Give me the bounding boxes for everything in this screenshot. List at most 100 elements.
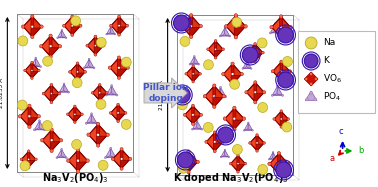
Text: PO$_4$: PO$_4$: [323, 91, 341, 103]
Circle shape: [74, 105, 76, 108]
Circle shape: [213, 150, 216, 153]
Circle shape: [177, 152, 193, 168]
Polygon shape: [107, 33, 115, 34]
Circle shape: [185, 73, 187, 75]
Circle shape: [67, 159, 70, 162]
Polygon shape: [251, 135, 263, 142]
Circle shape: [61, 29, 63, 31]
Circle shape: [222, 72, 225, 76]
Circle shape: [219, 94, 221, 96]
Circle shape: [244, 162, 247, 165]
Circle shape: [126, 24, 129, 27]
Circle shape: [240, 72, 243, 76]
Circle shape: [35, 57, 37, 59]
Polygon shape: [256, 46, 263, 59]
Polygon shape: [69, 115, 81, 122]
Polygon shape: [206, 134, 214, 149]
Polygon shape: [190, 63, 199, 64]
Circle shape: [246, 60, 248, 62]
Circle shape: [121, 57, 131, 67]
Circle shape: [251, 68, 252, 69]
Polygon shape: [197, 121, 202, 129]
Polygon shape: [258, 137, 264, 149]
Circle shape: [76, 148, 80, 151]
Polygon shape: [208, 143, 222, 151]
Circle shape: [33, 129, 35, 131]
Circle shape: [231, 62, 234, 65]
Polygon shape: [282, 113, 288, 125]
Circle shape: [229, 35, 231, 37]
Polygon shape: [192, 128, 202, 129]
Polygon shape: [35, 58, 41, 67]
Circle shape: [242, 47, 258, 63]
Polygon shape: [52, 38, 60, 54]
Circle shape: [111, 157, 115, 160]
Polygon shape: [64, 19, 71, 33]
Polygon shape: [101, 87, 107, 99]
Text: 21.8235 Å: 21.8235 Å: [0, 78, 4, 108]
Polygon shape: [106, 86, 112, 95]
Circle shape: [116, 94, 118, 96]
Polygon shape: [220, 87, 226, 97]
Circle shape: [263, 142, 265, 144]
Circle shape: [228, 156, 229, 158]
Circle shape: [277, 173, 280, 176]
Polygon shape: [270, 32, 281, 33]
Circle shape: [96, 122, 98, 124]
Polygon shape: [248, 44, 262, 51]
Circle shape: [109, 155, 111, 157]
Circle shape: [71, 15, 74, 18]
Polygon shape: [270, 23, 276, 33]
Polygon shape: [120, 60, 128, 76]
Circle shape: [200, 113, 203, 116]
Circle shape: [278, 72, 293, 88]
Polygon shape: [73, 19, 81, 33]
Circle shape: [189, 63, 191, 65]
Polygon shape: [194, 68, 200, 80]
Polygon shape: [65, 27, 79, 35]
Circle shape: [86, 159, 90, 162]
Circle shape: [183, 113, 186, 116]
Circle shape: [22, 25, 25, 28]
Circle shape: [83, 67, 85, 69]
Text: Na$_3$V$_2$(PO$_4$)$_3$: Na$_3$V$_2$(PO$_4$)$_3$: [42, 171, 108, 185]
Polygon shape: [107, 27, 111, 34]
Polygon shape: [305, 91, 317, 101]
Polygon shape: [282, 19, 291, 35]
Polygon shape: [275, 23, 281, 33]
Circle shape: [20, 161, 30, 171]
Circle shape: [60, 36, 62, 38]
Circle shape: [59, 139, 63, 142]
Circle shape: [109, 111, 112, 114]
Circle shape: [35, 158, 37, 161]
Polygon shape: [216, 88, 224, 104]
Polygon shape: [112, 27, 126, 35]
Polygon shape: [185, 108, 192, 122]
Polygon shape: [269, 152, 273, 159]
Circle shape: [288, 70, 291, 73]
Polygon shape: [84, 67, 94, 68]
Polygon shape: [194, 56, 199, 64]
Polygon shape: [31, 65, 41, 67]
Polygon shape: [112, 105, 124, 112]
Polygon shape: [43, 87, 50, 100]
Circle shape: [178, 160, 181, 164]
Polygon shape: [111, 86, 117, 95]
Circle shape: [110, 24, 113, 27]
Polygon shape: [226, 18, 234, 35]
Circle shape: [214, 39, 217, 42]
Circle shape: [203, 94, 206, 98]
Circle shape: [117, 76, 121, 79]
Polygon shape: [269, 158, 277, 159]
Polygon shape: [273, 29, 289, 38]
Polygon shape: [231, 157, 237, 170]
Circle shape: [212, 105, 216, 108]
Circle shape: [229, 162, 232, 165]
Circle shape: [58, 92, 60, 95]
Polygon shape: [283, 64, 290, 79]
Circle shape: [28, 125, 31, 129]
Circle shape: [110, 32, 111, 34]
Polygon shape: [244, 129, 253, 130]
Polygon shape: [88, 59, 94, 68]
Polygon shape: [216, 134, 223, 149]
